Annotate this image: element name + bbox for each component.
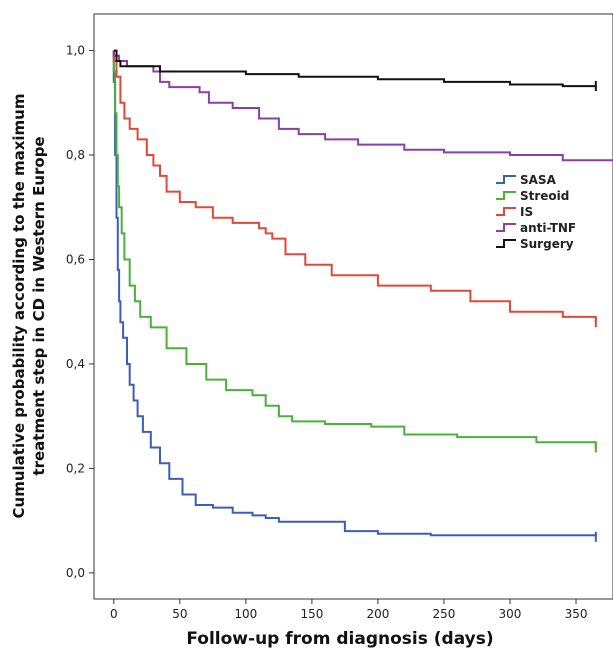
x-tick-label: 100 <box>234 607 257 621</box>
legend-swatch-surgery <box>496 239 516 248</box>
legend-label-surgery: Surgery <box>520 237 574 251</box>
x-tick-label: 50 <box>172 607 187 621</box>
x-tick-label: 250 <box>433 607 456 621</box>
x-tick-label: 0 <box>110 607 118 621</box>
series-line-surgery <box>113 49 596 88</box>
x-axis-title: Follow-up from diagnosis (days) <box>186 629 493 649</box>
legend-swatch-anti-tnf <box>496 223 516 232</box>
y-axis-title-line-1: Cumulative probability according to the … <box>10 94 28 519</box>
y-tick-label: 0,8 <box>66 148 85 162</box>
plot-background <box>93 13 613 600</box>
y-tick-label: 0,2 <box>66 461 85 475</box>
legend-label-sasa: SASA <box>520 173 557 187</box>
series-layer <box>112 49 613 542</box>
y-tick-label: 0,4 <box>66 357 85 371</box>
x-tick-label: 200 <box>366 607 389 621</box>
y-axis-title-line-2: treatment step in CD in Western Europe <box>30 136 48 475</box>
legend-swatch-streoid <box>496 191 516 200</box>
legend-swatch-sasa <box>496 175 516 184</box>
y-tick-label: 0,0 <box>66 566 85 580</box>
legend-label-anti-tnf: anti-TNF <box>520 221 576 235</box>
y-axis-title: Cumulative probability according to the … <box>10 94 48 519</box>
x-tick-label: 350 <box>565 607 588 621</box>
series-line-is <box>112 50 597 323</box>
legend: SASA Streoid IS anti-TNF Surgery <box>496 173 576 251</box>
y-tick-label: 1,0 <box>66 44 85 58</box>
y-axis: 0,0 0,2 0,4 0,6 0,8 1,0 <box>66 44 94 580</box>
legend-label-is: IS <box>520 205 533 219</box>
x-tick-label: 300 <box>499 607 522 621</box>
x-tick-label: 150 <box>300 607 323 621</box>
x-axis: 0 50 100 150 200 250 300 350 <box>110 599 587 621</box>
series-line-streoid <box>112 50 597 448</box>
y-tick-label: 0,6 <box>66 252 85 266</box>
series-line-sasa <box>112 50 597 537</box>
legend-swatch-is <box>496 207 516 216</box>
legend-label-streoid: Streoid <box>520 189 569 203</box>
